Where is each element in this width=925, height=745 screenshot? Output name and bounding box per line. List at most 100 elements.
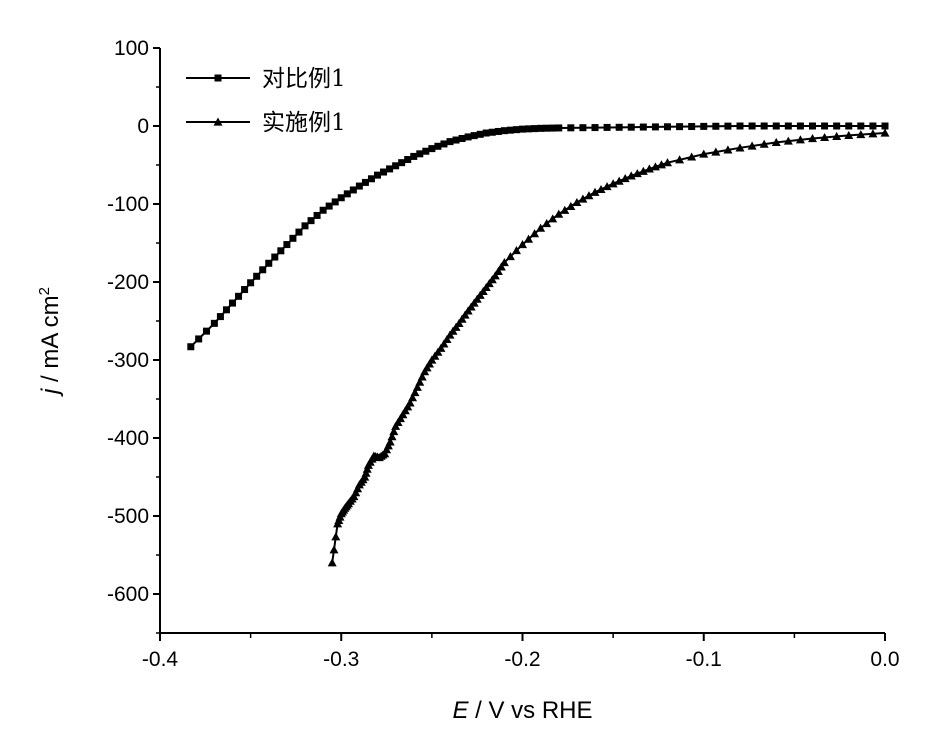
series-2-point [442, 334, 452, 344]
series-2-point [596, 184, 606, 194]
series-1-point [265, 259, 273, 267]
series-2-point [578, 194, 588, 203]
y-tick-label: -200 [107, 271, 149, 294]
series-1-point [398, 159, 406, 167]
series-2-point [389, 427, 399, 436]
x-axis-title: E / V vs RHE [452, 697, 592, 724]
series-1-point [404, 156, 412, 164]
series-1-point [470, 132, 478, 140]
series-1-point [549, 124, 557, 132]
series-1-point [392, 162, 400, 170]
series-1-point [195, 335, 203, 343]
x-axis-title-text: / V vs RHE [468, 697, 592, 724]
series-1-point [821, 122, 829, 130]
series-1-point [531, 125, 539, 133]
series-2-point [699, 149, 709, 158]
series-1-point [271, 253, 279, 261]
series-2-point [735, 143, 745, 152]
series-1-point [319, 206, 327, 214]
y-tick-label: -400 [107, 427, 149, 450]
series-1-point [555, 124, 563, 132]
series-1-point [833, 122, 841, 130]
series-1-point [386, 165, 394, 173]
series-2-point [868, 129, 878, 138]
series-1-point [313, 211, 321, 219]
series-1-point [796, 122, 804, 130]
series-1-point [452, 136, 460, 144]
series-2-point [808, 133, 817, 143]
series-2-point [566, 201, 576, 210]
series-1-point [216, 313, 224, 321]
series-1-point [488, 128, 496, 136]
series-2-point [460, 310, 470, 319]
series-1-point [283, 241, 291, 249]
legend-label: 实施例1 [262, 110, 346, 136]
series-2-point [496, 262, 506, 271]
legend-item-2: 实施例1 [186, 110, 346, 136]
series-2-point [602, 182, 612, 191]
series-2-point [329, 545, 339, 554]
series-1-point [627, 123, 635, 131]
series-2-point [614, 176, 624, 185]
series-2 [327, 128, 890, 567]
series-1-point [229, 299, 236, 307]
series-1-point [428, 145, 436, 153]
series-1-point [615, 123, 623, 131]
series-1-point [325, 202, 333, 210]
series-1-point [259, 266, 267, 274]
series-2-point [412, 382, 422, 391]
series-1-point [500, 127, 508, 135]
series-2-point [436, 343, 446, 352]
series-1-point [664, 123, 671, 131]
series-1-point [295, 228, 303, 236]
y-tick-label: 0 [137, 115, 149, 138]
x-tick-label: -0.3 [323, 648, 359, 671]
series-2-point [560, 205, 570, 214]
series-1-point [736, 122, 744, 130]
series-1-point [543, 124, 551, 132]
series-2-point [608, 179, 618, 188]
series-1-point [247, 279, 255, 287]
series-2-point [457, 314, 467, 323]
series-2-point [490, 271, 500, 280]
y-axis-title-superscript: 2 [36, 287, 53, 295]
x-tick-label: -0.1 [686, 648, 722, 671]
series-1-point [748, 122, 756, 130]
y-tick-label: 100 [114, 37, 149, 60]
series-2-point [759, 139, 769, 148]
series-1-point [784, 122, 792, 130]
series-2-point [687, 152, 697, 161]
series-2-point [856, 130, 866, 139]
series-2-point [844, 130, 854, 139]
series-1-point [760, 122, 768, 130]
series-1-point [482, 129, 490, 137]
series-1-point [331, 198, 339, 206]
series-1-point [301, 222, 309, 230]
series-1-point [506, 126, 514, 134]
series-1-point [187, 343, 195, 351]
series-1-point [446, 138, 454, 146]
series-1-point [343, 190, 351, 198]
series-2-point [505, 252, 515, 261]
series-1-point [688, 123, 696, 131]
series-2-point [518, 240, 527, 249]
series-1-point [374, 171, 381, 179]
series-1-point [525, 125, 533, 133]
series-1-point [519, 125, 526, 133]
x-axis-title-symbol: E [452, 697, 469, 724]
series-1-point [434, 142, 442, 150]
series-1-point [567, 124, 575, 132]
y-tick-label: -100 [107, 193, 149, 216]
series-1-point [712, 122, 720, 130]
series-2-point [832, 131, 842, 140]
series-2-point [408, 393, 418, 402]
series-1 [187, 122, 889, 351]
series-2-line [331, 132, 886, 563]
series-1-point [410, 152, 418, 160]
series-1-point [464, 133, 472, 141]
series-1-point [416, 150, 424, 158]
series-1-point [724, 122, 732, 130]
series-1-point [476, 130, 484, 138]
y-axis-title-text: / mA cm [37, 295, 64, 388]
series-2-point [387, 432, 397, 441]
